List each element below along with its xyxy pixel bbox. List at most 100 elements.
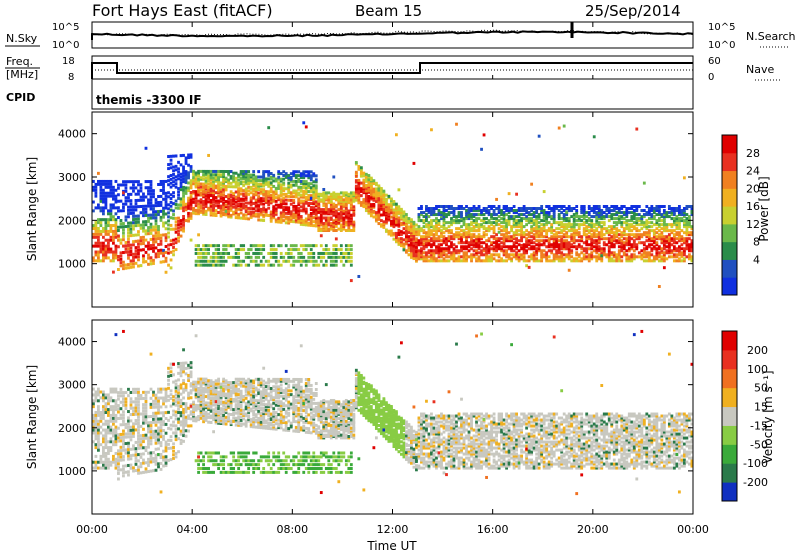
heatmap-cell — [260, 248, 263, 251]
heatmap-cell — [167, 155, 170, 158]
heatmap-cell — [117, 187, 120, 190]
heatmap-cell — [458, 255, 461, 258]
heatmap-cell — [345, 211, 348, 214]
heatmap-cell — [668, 233, 671, 236]
heatmap-cell — [272, 244, 275, 247]
heatmap-cell — [605, 237, 608, 240]
heatmap-cell — [485, 233, 488, 236]
heatmap-cell — [127, 234, 130, 237]
heatmap-cell — [558, 209, 561, 212]
heatmap-cell — [100, 443, 103, 446]
heatmap-cell — [575, 205, 578, 208]
heatmap-cell — [140, 186, 143, 189]
heatmap-cell — [588, 253, 591, 256]
heatmap-cell — [205, 170, 208, 173]
heatmap-cell — [250, 244, 253, 247]
heatmap-cell — [102, 423, 105, 426]
heatmap-cell — [155, 237, 158, 240]
heatmap-cell — [608, 215, 611, 218]
heatmap-cell — [225, 244, 228, 247]
heatmap-cell — [147, 263, 150, 266]
heatmap-cell — [132, 265, 135, 268]
heatmap-cell — [100, 414, 103, 417]
heatmap-cell — [152, 241, 155, 244]
noise-sky-label: N.Sky — [6, 32, 38, 45]
heatmap-cell — [475, 217, 478, 220]
heatmap-cell — [483, 225, 486, 228]
heatmap-cell — [465, 209, 468, 212]
heatmap-cell — [95, 192, 98, 195]
heatmap-cell — [205, 264, 208, 267]
heatmap-cell — [127, 196, 130, 199]
heatmap-cell — [97, 426, 100, 429]
heatmap-cell — [460, 225, 463, 228]
heatmap-cell — [155, 198, 158, 201]
heatmap-cell — [325, 203, 328, 206]
heatmap-cell — [220, 205, 223, 208]
heatmap-cell — [295, 244, 298, 247]
heatmap-cell — [97, 388, 100, 391]
heatmap-cell — [518, 253, 521, 256]
heatmap-cell — [418, 225, 421, 228]
heatmap-cell — [360, 187, 363, 190]
heatmap-cell — [403, 227, 406, 230]
heatmap-cell — [112, 431, 115, 434]
heatmap-cell — [277, 204, 280, 207]
heatmap-cell — [357, 190, 360, 193]
heatmap-cell — [122, 203, 125, 206]
heatmap-cell — [365, 205, 368, 208]
heatmap-cell — [382, 212, 385, 215]
heatmap-cell — [613, 251, 616, 254]
heatmap-cell — [225, 200, 228, 203]
heatmap-cell — [307, 202, 310, 205]
heatmap-cell — [357, 187, 360, 190]
heatmap-cell — [270, 248, 273, 251]
heatmap-cell — [180, 222, 183, 225]
heatmap-cell — [398, 208, 401, 211]
heatmap-cell — [107, 186, 110, 189]
heatmap-cell — [665, 257, 668, 260]
heatmap-cell — [625, 253, 628, 256]
heatmap-cell — [182, 200, 185, 203]
heatmap-cell — [613, 221, 616, 224]
heatmap-cell — [590, 251, 593, 254]
heatmap-cell — [300, 256, 303, 259]
heatmap-scatter-cell — [97, 449, 100, 452]
heatmap-cell — [393, 238, 396, 241]
heatmap-cell — [100, 458, 103, 461]
heatmap-cell — [207, 200, 210, 203]
heatmap-cell — [217, 204, 220, 207]
heatmap-cell — [565, 231, 568, 234]
heatmap-cell — [160, 237, 163, 240]
heatmap-cell — [242, 248, 245, 251]
heatmap-cell — [277, 260, 280, 263]
heatmap-scatter-cell — [350, 279, 353, 282]
heatmap-cell — [490, 221, 493, 224]
heatmap-cell — [433, 219, 436, 222]
heatmap-scatter-cell — [410, 223, 413, 226]
heatmap-cell — [250, 211, 253, 214]
heatmap-cell — [205, 256, 208, 259]
heatmap-scatter-cell — [335, 237, 338, 240]
heatmap-cell — [620, 259, 623, 262]
heatmap-cell — [105, 429, 108, 432]
heatmap-cell — [297, 174, 300, 177]
heatmap-cell — [352, 191, 355, 194]
heatmap-cell — [380, 187, 383, 190]
heatmap-cell — [337, 218, 340, 221]
heatmap-cell — [558, 227, 561, 230]
heatmap-cell — [483, 247, 486, 250]
heatmap-cell — [102, 461, 105, 464]
heatmap-cell — [110, 461, 113, 464]
heatmap-cell — [435, 257, 438, 260]
colorbar-segment — [722, 153, 737, 171]
heatmap-cell — [115, 464, 118, 467]
heatmap-cell — [252, 170, 255, 173]
heatmap-cell — [535, 243, 538, 246]
heatmap-cell — [105, 203, 108, 206]
heatmap-cell — [362, 179, 365, 182]
heatmap-cell — [317, 229, 320, 232]
heatmap-cell — [528, 259, 531, 262]
heatmap-cell — [107, 248, 110, 251]
colorbar-segment — [722, 188, 737, 206]
